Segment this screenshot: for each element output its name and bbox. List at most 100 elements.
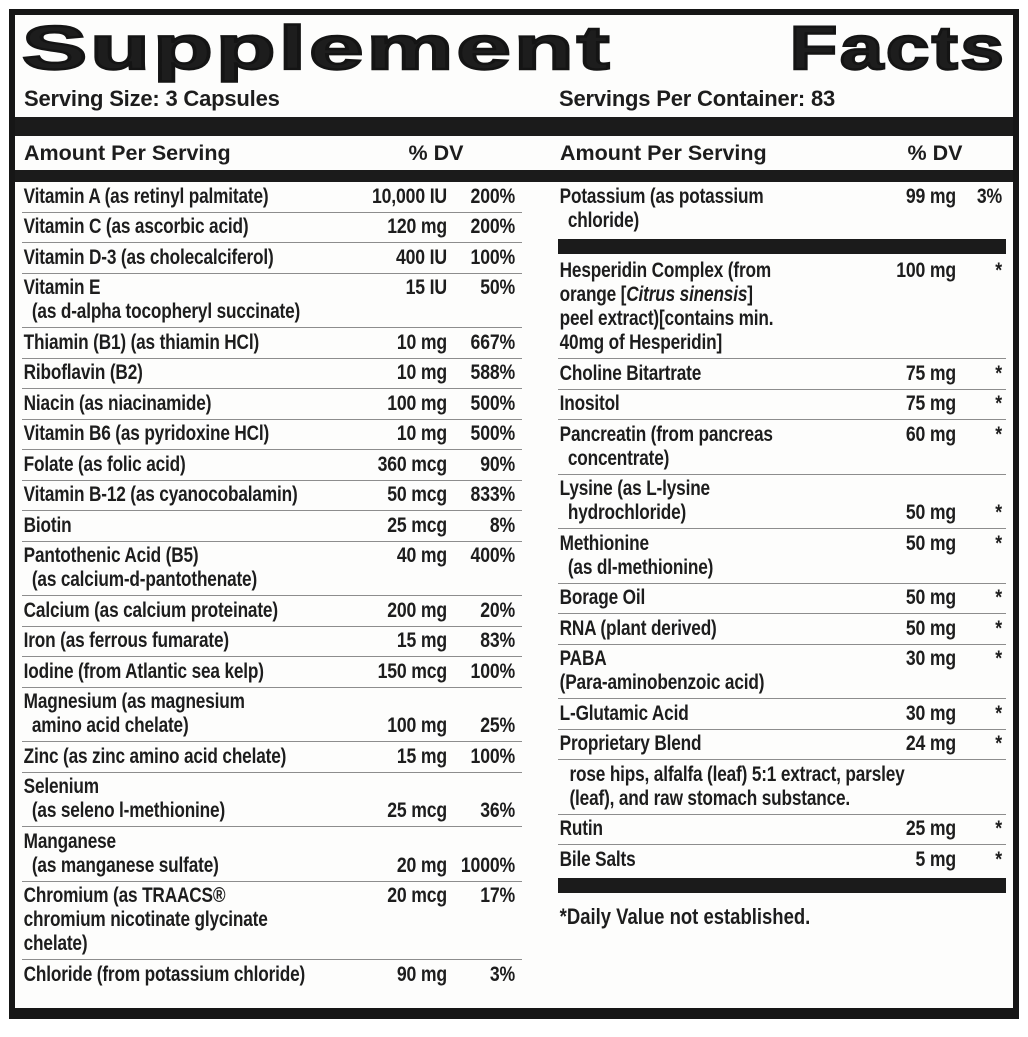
nutrient-dv: 90% xyxy=(480,452,515,476)
divider-bar-under-headers xyxy=(15,170,1013,182)
nutrient-name: Vitamin E xyxy=(23,276,101,299)
nutrient-name: Calcium (as calcium proteinate) xyxy=(23,598,278,622)
nutrient-dv: 667% xyxy=(470,330,516,354)
nutrient-name: Magnesium (as magnesium xyxy=(23,690,245,713)
nutrient-amount: 100 mg xyxy=(387,391,447,415)
nutrient-name: Chromium (as TRAACS® xyxy=(23,884,226,907)
nutrient-amount: 120 mg xyxy=(387,215,447,238)
nutrient-row: Proprietary Blend 24 mg * xyxy=(558,728,1006,760)
nutrient-name: Choline Bitartrate xyxy=(559,361,702,385)
nutrient-dv: 25% xyxy=(480,714,515,737)
nutrient-name: L-Glutamic Acid xyxy=(559,701,689,725)
nutrient-name: Rutin xyxy=(559,817,603,840)
nutrient-dv: 100% xyxy=(470,659,516,683)
nutrient-row: RNA (plant derived) 50 mg * xyxy=(558,613,1006,644)
nutrient-row: Vitamin A (as retinyl palmitate) 10,000 I… xyxy=(22,182,522,212)
nutrient-dv: * xyxy=(995,422,1002,446)
nutrient-row: Biotin 25 mcg 8% xyxy=(22,510,522,541)
nutrient-dv: * xyxy=(995,586,1002,609)
percent-dv-header: % DV xyxy=(907,141,963,165)
nutrient-amount: 60 mg xyxy=(905,422,956,446)
nutrient-name: (as seleno l-methionine) xyxy=(31,799,226,822)
nutrient-row: Chromium (as TRAACS® 20 mcg 17% chromium ni… xyxy=(22,880,522,960)
nutrient-name: PABA xyxy=(559,647,607,670)
nutrient-name: Vitamin B-12 (as cyanocobalamin) xyxy=(23,483,298,506)
nutrient-dv: 500% xyxy=(470,422,516,445)
nutrient-row: Iodine (from Atlantic sea kelp) 150 mcg 10… xyxy=(22,656,522,687)
nutrient-row: Pantothenic Acid (B5) 40 mg 400% (as calciu… xyxy=(22,540,522,596)
nutrient-row: Vitamin C (as ascorbic acid) 120 mg 200% xyxy=(22,211,522,243)
nutrient-name: chloride) xyxy=(567,208,640,232)
amount-per-serving-header: Amount Per Serving xyxy=(560,141,767,165)
nutrient-amount: 50 mcg xyxy=(387,483,447,506)
nutrient-name: Vitamin B6 (as pyridoxine HCl) xyxy=(23,422,270,445)
nutrient-amount: 25 mg xyxy=(905,817,956,840)
nutrient-amount: 15 mg xyxy=(396,629,447,652)
supplement-facts-label: Supplement Facts Serving Size: 3 Capsule… xyxy=(9,9,1019,1019)
nutrient-name: Folate (as folic acid) xyxy=(23,452,186,476)
nutrient-dv: 200% xyxy=(470,184,516,208)
title-word-facts: Facts xyxy=(788,14,1006,82)
nutrient-row: Pancreatin (from pancreas 60 mg * concentra… xyxy=(558,419,1006,474)
nutrient-amount: 24 mg xyxy=(905,732,956,755)
nutrient-name: (as d-alpha tocopheryl succinate) xyxy=(31,300,301,323)
nutrient-row: Chloride (from potassium chloride) 90 mg 3… xyxy=(22,959,522,990)
nutrient-name: Vitamin C (as ascorbic acid) xyxy=(23,215,249,238)
nutrient-row: Calcium (as calcium proteinate) 200 mg 20% xyxy=(22,595,522,626)
nutrient-row: Choline Bitartrate 75 mg * xyxy=(558,358,1006,389)
nutrient-name: Thiamin (B1) (as thiamin HCl) xyxy=(23,330,260,354)
nutrient-amount: 25 mcg xyxy=(387,513,447,537)
nutrient-name: Manganese xyxy=(23,829,116,853)
nutrient-name: Vitamin A (as retinyl palmitate) xyxy=(23,184,269,208)
nutrient-name: Vitamin D-3 (as cholecalciferol) xyxy=(23,245,274,269)
divider-bar xyxy=(558,877,1006,893)
nutrient-amount: 15 mg xyxy=(396,744,447,768)
nutrient-row: L-Glutamic Acid 30 mg * xyxy=(558,698,1006,729)
nutrient-name: Inositol xyxy=(559,392,620,415)
nutrient-dv: 588% xyxy=(470,361,516,384)
nutrient-dv: 8% xyxy=(489,513,515,537)
nutrient-name: rose hips, alfalfa (leaf) 5:1 extract, p… xyxy=(569,762,905,786)
nutrient-name: Borage Oil xyxy=(559,586,646,609)
column-header-right: Amount Per Serving % DV xyxy=(558,140,1006,166)
nutrient-amount: 10 mg xyxy=(396,361,447,384)
nutrient-dv: 3% xyxy=(489,962,515,986)
nutrient-amount: 100 mg xyxy=(896,259,956,282)
nutrient-name: (leaf), and raw stomach substance. xyxy=(569,786,851,810)
nutrient-row: Methionine 50 mg * (as dl-methionine) xyxy=(558,528,1006,583)
nutrient-name: chromium nicotinate glycinate xyxy=(23,908,268,931)
nutrient-dv: 1000% xyxy=(460,853,515,877)
nutrient-row: Borage Oil 50 mg * xyxy=(558,582,1006,614)
nutrient-name: Bile Salts xyxy=(559,847,636,871)
percent-dv-header: % DV xyxy=(408,141,464,165)
nutrient-amount: 90 mg xyxy=(396,962,447,986)
nutrient-name: Pancreatin (from pancreas xyxy=(559,422,773,446)
nutrient-name: Niacin (as niacinamide) xyxy=(23,391,212,415)
nutrient-row: PABA 30 mg * (Para-aminobenzoic acid) xyxy=(558,643,1006,699)
nutrient-dv: * xyxy=(995,361,1002,385)
nutrient-row: Hesperidin Complex (from 100 mg * orange [C… xyxy=(558,257,1006,359)
nutrient-amount: 50 mg xyxy=(905,501,956,524)
nutrient-row: Vitamin D-3 (as cholecalciferol) 400 IU 10… xyxy=(22,242,522,273)
nutrient-dv: 400% xyxy=(470,544,516,567)
nutrient-dv: 100% xyxy=(470,245,516,269)
nutrient-dv: * xyxy=(995,531,1002,555)
nutrient-name: (Para-aminobenzoic acid) xyxy=(559,671,765,694)
nutrient-dv: 833% xyxy=(470,483,516,506)
nutrient-amount: 100 mg xyxy=(387,714,447,737)
blend-ingredients-note: rose hips, alfalfa (leaf) 5:1 extract, p… xyxy=(558,759,1006,814)
nutrient-row: Potassium (as potassium 99 mg 3% chloride) xyxy=(558,182,1006,236)
nutrient-row: Bile Salts 5 mg * xyxy=(558,844,1006,875)
servings-per-container: Servings Per Container: 83 xyxy=(559,86,836,111)
nutrient-name: Zinc (as zinc amino acid chelate) xyxy=(23,744,287,768)
nutrient-dv: 3% xyxy=(976,184,1002,208)
nutrient-dv: * xyxy=(995,259,1002,282)
nutrient-row: Selenium (as seleno l-methionine) 25 mcg 36… xyxy=(22,771,522,827)
nutrient-name: (as calcium-d-pantothenate) xyxy=(31,568,258,591)
nutrient-name: Methionine xyxy=(559,531,649,555)
nutrient-dv: 100% xyxy=(470,744,516,768)
nutrient-name: orange [Citrus sinensis] xyxy=(559,283,753,306)
nutrient-amount: 10,000 IU xyxy=(372,184,447,208)
title-word-supplement: Supplement xyxy=(20,14,613,82)
nutrient-name: Lysine (as L-lysine xyxy=(559,477,710,500)
